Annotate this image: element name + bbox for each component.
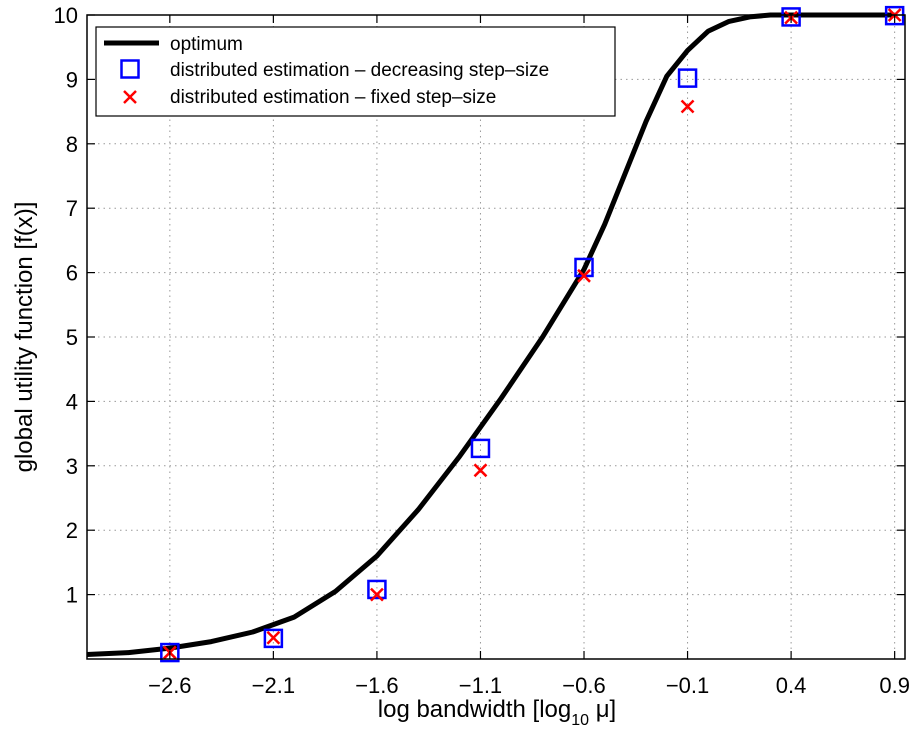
- fixed-step-marker: [266, 630, 281, 645]
- y-tick-label: 6: [66, 261, 78, 286]
- x-tick-label: −1.6: [355, 673, 398, 698]
- ticks: −2.6 −2.1 −1.6 −1.1 −0.6 −0.1 0.4 0.9 1 2 3 4 5 6 7 8 9 1…: [54, 3, 910, 698]
- legend-marker-x: [123, 90, 137, 104]
- x-tick-label: 0.9: [879, 673, 910, 698]
- y-axis-label: global utility function [f(x)]: [11, 202, 38, 473]
- y-tick-label: 4: [66, 389, 78, 414]
- plot-series: [86, 5, 905, 663]
- fixed-step-marker: [473, 463, 488, 478]
- x-tick-label: −0.6: [562, 673, 605, 698]
- y-tick-label: 8: [66, 132, 78, 157]
- y-tick-label: 1: [66, 583, 78, 608]
- legend-label-optimum: optimum: [170, 34, 243, 55]
- legend-box: [95, 26, 616, 117]
- y-tick-label: 2: [66, 518, 78, 543]
- decreasing-step-marker: [367, 579, 387, 600]
- x-tick-label: 0.4: [776, 673, 807, 698]
- decreasing-step-marker: [263, 628, 284, 649]
- decreasing-step-marker: [470, 438, 491, 459]
- y-tick-label: 10: [54, 3, 78, 28]
- y-tick-label: 9: [66, 67, 78, 92]
- optimum-line: [86, 12, 895, 657]
- x-tick-label: −1.1: [459, 673, 502, 698]
- decreasing-step-marker: [160, 642, 180, 663]
- axes-box: [86, 14, 906, 660]
- fixed-step-marker: [370, 587, 384, 602]
- x-tick-label: −2.6: [148, 673, 191, 698]
- legend-marker-square: [120, 59, 140, 79]
- x-tick-label: −2.1: [252, 673, 295, 698]
- y-tick-label: 3: [66, 454, 78, 479]
- legend-label-decreasing: distributed estimation – decreasing step…: [170, 60, 549, 81]
- decreasing-step-marker: [781, 7, 801, 27]
- legend-label-fixed: distributed estimation – fixed step–size: [170, 87, 496, 108]
- fixed-step-marker: [577, 268, 591, 283]
- y-tick-label: 5: [66, 325, 78, 350]
- legend: optimum distributed estimation – decreas…: [95, 26, 616, 117]
- x-tick-label: −0.1: [666, 673, 709, 698]
- decreasing-step-marker: [677, 68, 698, 88]
- x-axis-label: log bandwidth [log10 μ]: [378, 696, 616, 729]
- y-tick-label: 7: [66, 196, 78, 221]
- fixed-step-marker: [680, 99, 695, 114]
